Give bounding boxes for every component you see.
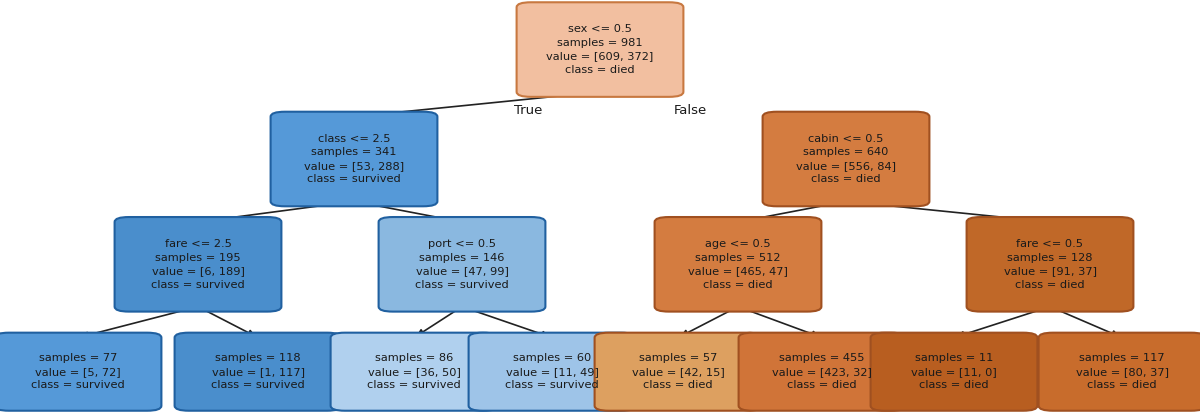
FancyBboxPatch shape [763,112,930,206]
FancyBboxPatch shape [330,333,498,411]
Text: samples = 86
value = [36, 50]
class = survived: samples = 86 value = [36, 50] class = su… [367,353,461,390]
Text: samples = 57
value = [42, 15]
class = died: samples = 57 value = [42, 15] class = di… [631,353,725,390]
Text: samples = 77
value = [5, 72]
class = survived: samples = 77 value = [5, 72] class = sur… [31,353,125,390]
FancyBboxPatch shape [739,333,906,411]
FancyBboxPatch shape [517,2,684,97]
FancyBboxPatch shape [379,217,545,311]
Text: age <= 0.5
samples = 512
value = [465, 47]
class = died: age <= 0.5 samples = 512 value = [465, 4… [688,239,788,290]
Text: samples = 60
value = [11, 49]
class = survived: samples = 60 value = [11, 49] class = su… [505,353,599,390]
FancyBboxPatch shape [115,217,282,311]
Text: class <= 2.5
samples = 341
value = [53, 288]
class = survived: class <= 2.5 samples = 341 value = [53, … [304,133,404,185]
Text: fare <= 2.5
samples = 195
value = [6, 189]
class = survived: fare <= 2.5 samples = 195 value = [6, 18… [151,239,245,290]
FancyBboxPatch shape [270,112,437,206]
Text: samples = 117
value = [80, 37]
class = died: samples = 117 value = [80, 37] class = d… [1075,353,1169,390]
FancyBboxPatch shape [175,333,341,411]
FancyBboxPatch shape [967,217,1134,311]
Text: sex <= 0.5
samples = 981
value = [609, 372]
class = died: sex <= 0.5 samples = 981 value = [609, 3… [546,24,654,75]
Text: False: False [673,104,707,117]
Text: port <= 0.5
samples = 146
value = [47, 99]
class = survived: port <= 0.5 samples = 146 value = [47, 9… [415,239,509,290]
Text: cabin <= 0.5
samples = 640
value = [556, 84]
class = died: cabin <= 0.5 samples = 640 value = [556,… [796,133,896,185]
Text: samples = 11
value = [11, 0]
class = died: samples = 11 value = [11, 0] class = die… [911,353,997,390]
FancyBboxPatch shape [469,333,636,411]
FancyBboxPatch shape [0,333,161,411]
Text: samples = 118
value = [1, 117]
class = survived: samples = 118 value = [1, 117] class = s… [211,353,305,390]
Text: True: True [514,104,542,117]
Text: samples = 455
value = [423, 32]
class = died: samples = 455 value = [423, 32] class = … [772,353,872,390]
FancyBboxPatch shape [594,333,762,411]
FancyBboxPatch shape [871,333,1038,411]
Text: fare <= 0.5
samples = 128
value = [91, 37]
class = died: fare <= 0.5 samples = 128 value = [91, 3… [1003,239,1097,290]
FancyBboxPatch shape [655,217,821,311]
FancyBboxPatch shape [1039,333,1200,411]
